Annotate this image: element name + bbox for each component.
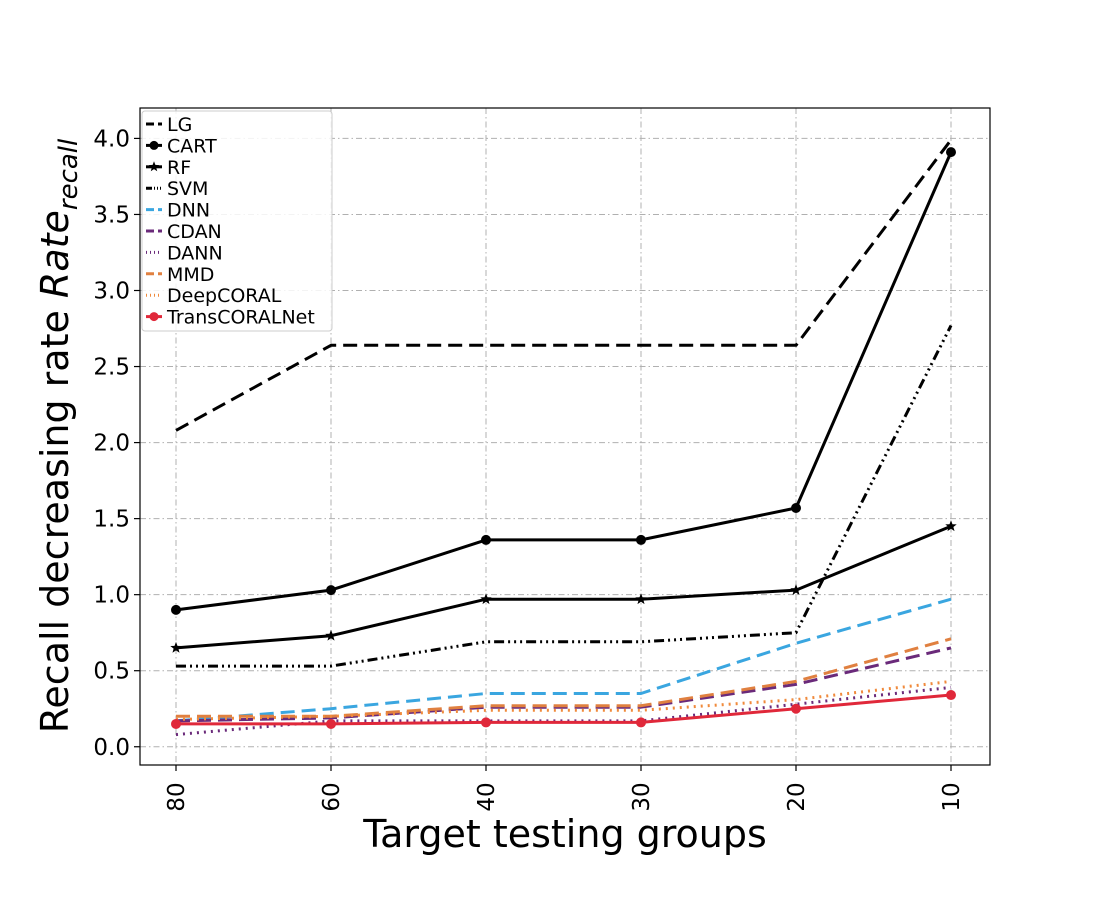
series-layer	[170, 138, 957, 737]
legend-label: LG	[167, 114, 192, 136]
data-point	[791, 703, 801, 714]
y-tick-label: 0.0	[93, 735, 130, 761]
series-line	[175, 151, 953, 612]
data-point	[149, 312, 159, 322]
y-tick-label: 3.5	[93, 202, 130, 228]
x-axis-title: Target testing groups	[362, 812, 767, 856]
y-axis: 0.0 0.5 1.0 1.5 2.0 2.5 3.0 3.5 4.0	[93, 126, 140, 761]
data-point	[946, 147, 956, 158]
series-line	[176, 637, 952, 718]
data-point	[326, 718, 336, 729]
data-point	[946, 690, 956, 701]
data-point	[790, 584, 802, 595]
series-line	[175, 138, 953, 432]
x-axis: 80 60 40 30 20 10	[164, 765, 965, 812]
x-tick-label: 20	[784, 782, 810, 811]
y-axis-title-subscript: recall	[54, 138, 84, 210]
data-point	[149, 140, 159, 150]
y-axis-title-main: Recall decreasing rate	[33, 298, 77, 733]
series-transcoralnet	[171, 690, 956, 729]
legend-label: CART	[167, 135, 217, 157]
legend-item: CART	[146, 135, 217, 157]
data-point	[326, 585, 336, 596]
data-point	[636, 717, 646, 728]
x-tick-label: 80	[164, 782, 190, 811]
legend-label: DANN	[167, 242, 223, 264]
plot-frame	[139, 107, 991, 766]
series-mmd	[176, 637, 952, 718]
y-tick-label: 0.5	[93, 659, 130, 685]
legend-box	[141, 110, 333, 332]
y-axis-title: Recall decreasing rate Raterecall	[33, 138, 84, 733]
data-point	[791, 502, 801, 513]
legend-item: RF	[146, 157, 191, 179]
legend-item: DeepCORAL	[146, 285, 282, 307]
legend: LGCARTRFSVMDNNCDANDANNMMDDeepCORALTransC…	[141, 110, 333, 332]
legend-label: CDAN	[167, 221, 222, 243]
series-line	[175, 597, 952, 723]
legend-item: CDAN	[146, 221, 222, 243]
data-point	[945, 520, 957, 532]
x-tick-label: 60	[319, 782, 345, 811]
legend-label: TransCORALNet	[166, 307, 315, 329]
x-tick-label: 30	[629, 782, 655, 811]
data-point	[171, 718, 181, 729]
legend-item: DNN	[146, 200, 210, 222]
y-tick-label: 1.5	[93, 507, 130, 533]
y-tick-label: 2.5	[93, 355, 130, 381]
legend-label: MMD	[167, 264, 214, 286]
series-svm	[176, 324, 953, 668]
series-line	[176, 693, 952, 726]
legend-label: DeepCORAL	[167, 285, 282, 307]
data-point	[481, 534, 491, 545]
legend-item: SVM	[146, 178, 208, 200]
data-point	[170, 641, 182, 653]
data-point	[635, 593, 647, 605]
data-point	[636, 534, 646, 545]
y-tick-label: 2.0	[93, 431, 130, 457]
series-lg	[175, 138, 953, 432]
legend-item: DANN	[146, 242, 223, 264]
data-point	[171, 604, 181, 615]
y-tick-label: 3.0	[93, 279, 130, 305]
data-point	[325, 629, 337, 641]
legend-item: LG	[146, 114, 192, 136]
legend-label: RF	[167, 157, 191, 179]
legend-label: DNN	[167, 200, 210, 222]
series-cart	[171, 147, 956, 615]
series-dnn	[175, 597, 952, 723]
y-tick-label: 1.0	[93, 583, 130, 609]
y-tick-label: 4.0	[93, 126, 130, 152]
x-tick-label: 40	[474, 782, 500, 811]
legend-item: MMD	[146, 264, 214, 286]
x-tick-label: 10	[939, 782, 965, 811]
data-point	[148, 161, 160, 172]
data-point	[480, 593, 492, 605]
legend-item: TransCORALNet	[146, 307, 315, 329]
data-point	[481, 717, 491, 728]
series-line	[176, 324, 953, 668]
y-axis-title-italic: Rate	[33, 210, 77, 298]
legend-label: SVM	[167, 178, 208, 200]
